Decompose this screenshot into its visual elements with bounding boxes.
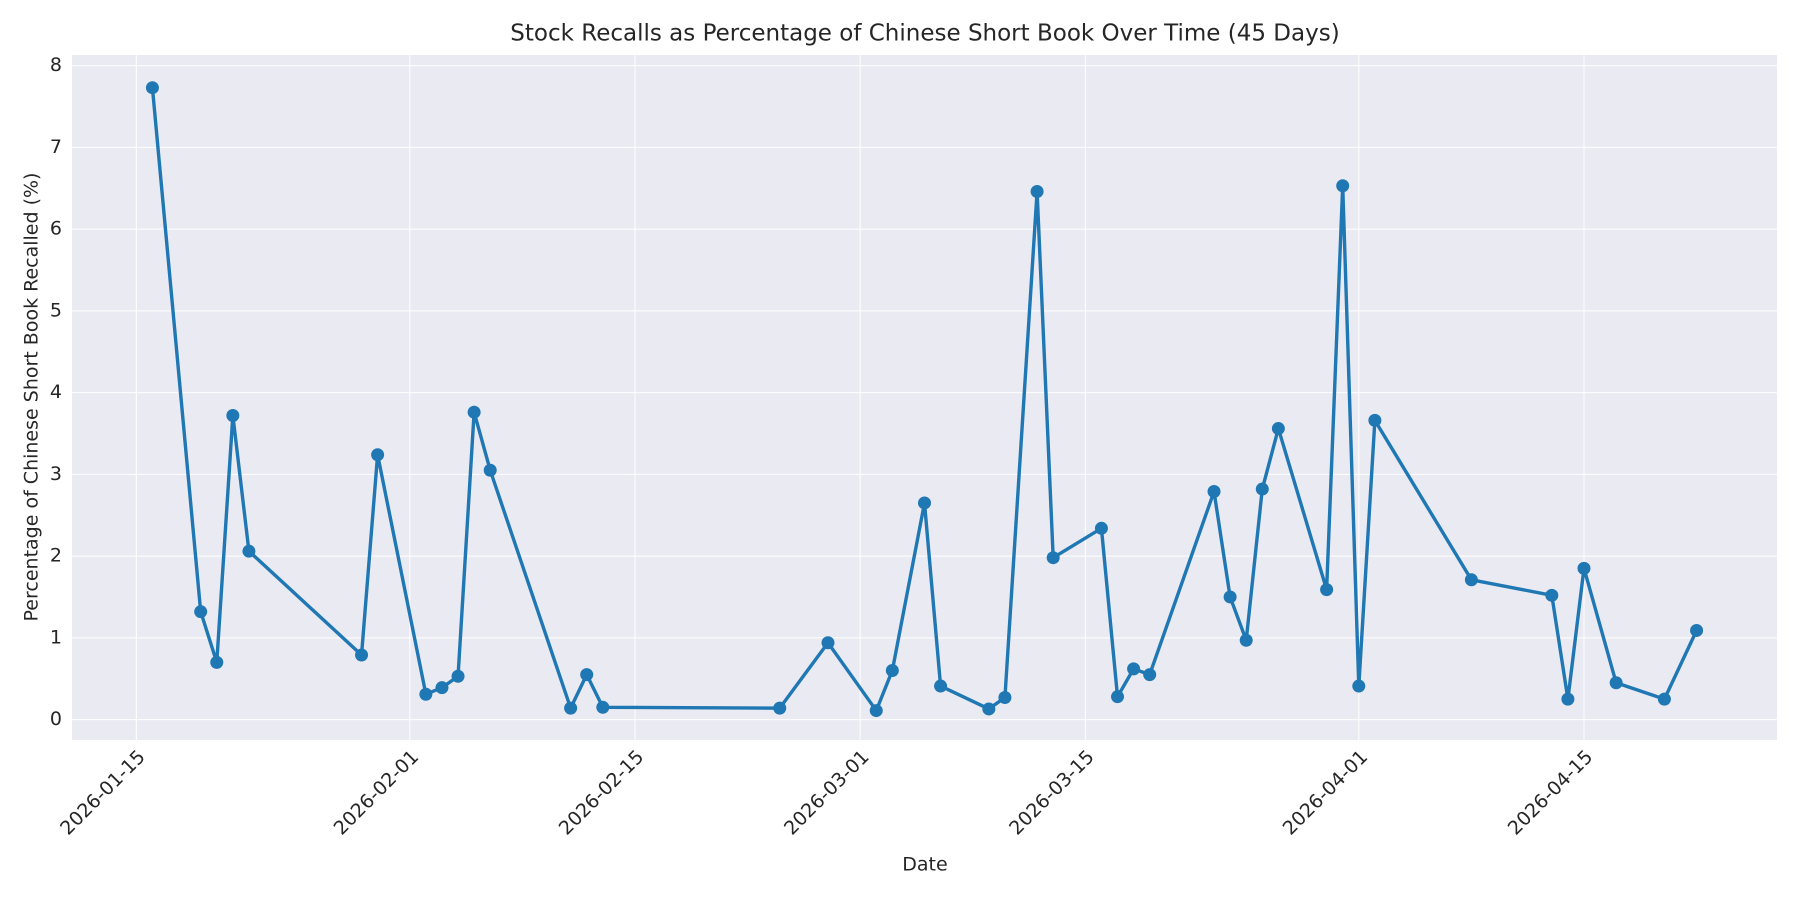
data-point <box>1223 590 1237 604</box>
data-point <box>242 544 256 558</box>
chart-title: Stock Recalls as Percentage of Chinese S… <box>510 21 1339 47</box>
data-point <box>145 81 159 95</box>
data-point <box>1368 413 1382 427</box>
y-tick-label: 8 <box>50 54 62 76</box>
data-point <box>451 669 465 683</box>
data-point <box>564 701 578 715</box>
data-point <box>371 448 385 462</box>
data-point <box>419 687 433 701</box>
data-point <box>467 405 481 419</box>
y-tick-label: 5 <box>50 299 62 321</box>
data-point <box>1207 485 1221 499</box>
x-axis-label: Date <box>902 854 947 876</box>
data-point <box>1046 551 1060 565</box>
y-tick-label: 6 <box>50 218 62 240</box>
data-point <box>1336 179 1350 193</box>
data-point <box>210 655 224 669</box>
y-tick-label: 0 <box>50 708 62 730</box>
data-point <box>1690 623 1704 637</box>
data-point <box>1545 588 1559 602</box>
x-tick-label: 2026-01-15 <box>56 746 150 840</box>
data-point <box>1577 561 1591 575</box>
data-point <box>1320 583 1334 597</box>
x-tick-label: 2026-04-15 <box>1504 746 1598 840</box>
data-point <box>998 690 1012 704</box>
data-point <box>1561 692 1575 706</box>
x-tick-label: 2026-03-01 <box>780 746 874 840</box>
data-point <box>934 679 948 693</box>
data-point <box>435 681 449 695</box>
x-tick-label: 2026-02-15 <box>555 746 649 840</box>
data-point <box>885 664 899 678</box>
data-point <box>1143 668 1157 682</box>
x-tick-label: 2026-03-15 <box>1005 746 1099 840</box>
data-point <box>773 701 787 715</box>
data-point <box>483 463 497 477</box>
y-tick-label: 4 <box>50 381 62 403</box>
data-point <box>1127 662 1141 676</box>
data-point <box>1255 482 1269 496</box>
data-point <box>226 408 240 422</box>
x-tick-label: 2026-04-01 <box>1279 746 1373 840</box>
y-tick-label: 2 <box>50 545 62 567</box>
plot-area <box>72 55 1777 740</box>
data-point <box>821 636 835 650</box>
data-point <box>1609 676 1623 690</box>
data-point <box>1464 573 1478 587</box>
y-tick-label: 3 <box>50 463 62 485</box>
y-tick-label: 7 <box>50 136 62 158</box>
data-point <box>1111 690 1125 704</box>
data-point <box>1094 521 1108 535</box>
data-point <box>869 704 883 718</box>
data-point <box>1030 185 1044 199</box>
data-point <box>355 648 369 662</box>
data-point <box>596 700 610 714</box>
data-point <box>918 496 931 510</box>
x-tick-label: 2026-02-01 <box>330 746 424 840</box>
data-point <box>1657 692 1671 706</box>
data-point <box>982 702 996 716</box>
data-point <box>1352 679 1366 693</box>
data-point <box>1271 422 1285 436</box>
data-point <box>1239 633 1253 647</box>
data-point <box>194 605 208 619</box>
y-tick-label: 1 <box>50 626 62 648</box>
y-axis-label: Percentage of Chinese Short Book Recalle… <box>21 173 43 622</box>
data-point <box>580 668 594 682</box>
